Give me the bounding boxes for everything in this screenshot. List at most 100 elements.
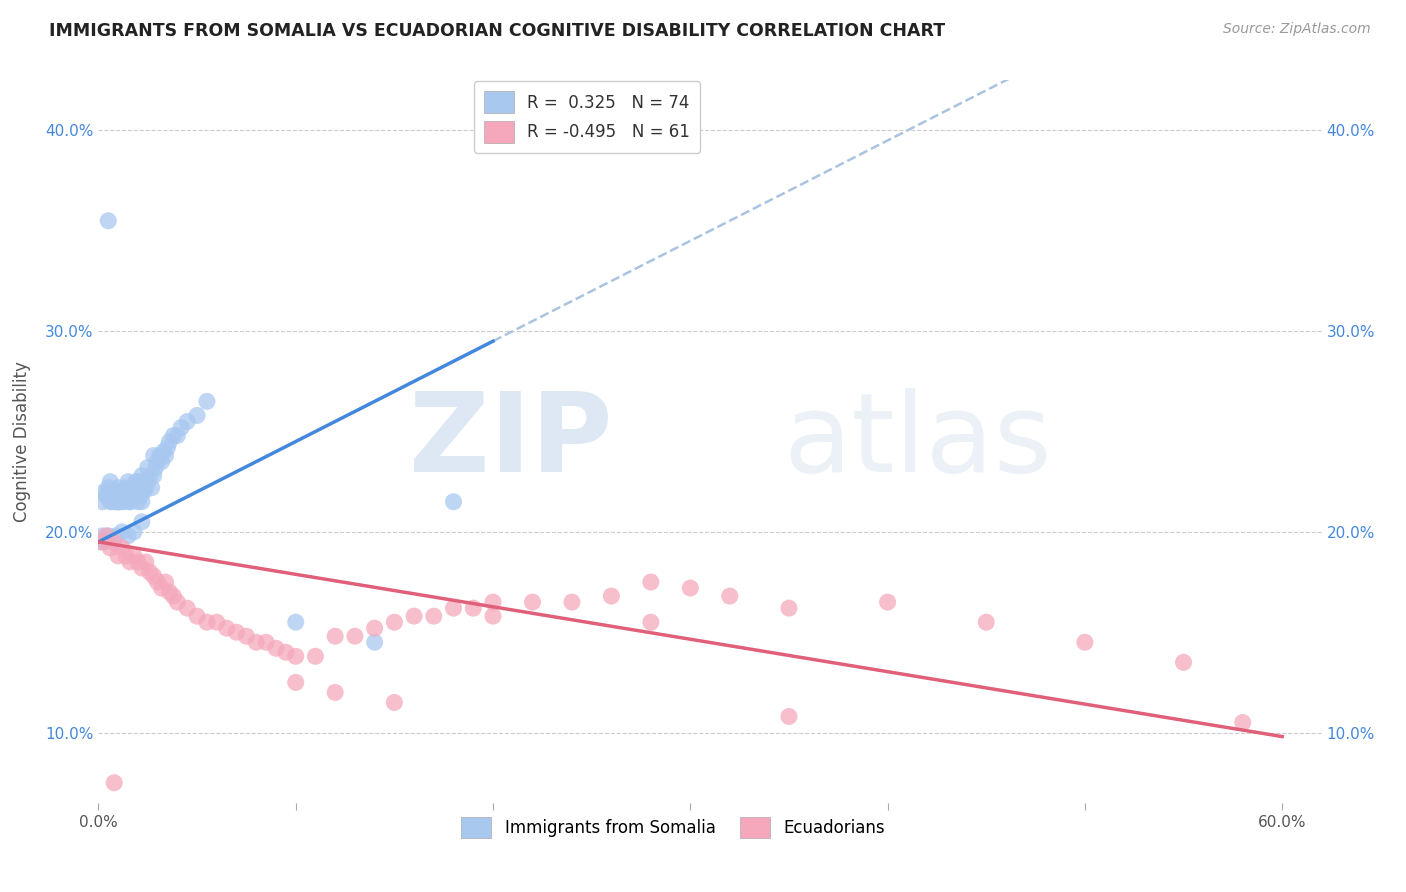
Point	[274, 645, 297, 659]
Point	[343, 629, 366, 643]
Point	[98, 494, 121, 508]
Point	[112, 489, 135, 503]
Point	[152, 444, 174, 458]
Point	[146, 575, 169, 590]
Point	[117, 475, 139, 489]
Point	[138, 468, 160, 483]
Point	[149, 449, 172, 463]
Point	[679, 581, 702, 595]
Point	[363, 635, 385, 649]
Point	[103, 484, 125, 499]
Point	[443, 494, 465, 508]
Point	[111, 484, 134, 499]
Point	[176, 601, 198, 615]
Point	[103, 776, 125, 790]
Point	[284, 615, 307, 630]
Point	[117, 489, 139, 503]
Point	[155, 449, 177, 463]
Point	[186, 609, 208, 624]
Point	[166, 428, 188, 442]
Point	[111, 489, 134, 503]
Point	[778, 601, 800, 615]
Point	[122, 481, 145, 495]
Point	[125, 475, 148, 489]
Point	[363, 621, 385, 635]
Point	[105, 529, 128, 543]
Point	[101, 489, 124, 503]
Point	[96, 529, 118, 543]
Point	[382, 696, 405, 710]
Point	[443, 601, 465, 615]
Point	[284, 649, 307, 664]
Point	[284, 675, 307, 690]
Point	[108, 494, 131, 508]
Text: Source: ZipAtlas.com: Source: ZipAtlas.com	[1223, 22, 1371, 37]
Point	[159, 434, 181, 449]
Y-axis label: Cognitive Disability: Cognitive Disability	[13, 361, 31, 522]
Text: ZIP: ZIP	[409, 388, 612, 495]
Point	[97, 529, 120, 543]
Point	[141, 481, 163, 495]
Point	[93, 484, 115, 499]
Point	[101, 494, 124, 508]
Point	[205, 615, 228, 630]
Point	[115, 549, 138, 563]
Point	[561, 595, 583, 609]
Point	[482, 595, 505, 609]
Point	[146, 455, 169, 469]
Point	[121, 484, 143, 499]
Point	[1173, 655, 1195, 669]
Point	[195, 615, 218, 630]
Point	[718, 589, 741, 603]
Point	[166, 595, 188, 609]
Point	[111, 524, 134, 539]
Point	[156, 441, 179, 455]
Point	[118, 494, 141, 508]
Point	[131, 468, 153, 483]
Point	[118, 555, 141, 569]
Point	[131, 494, 153, 508]
Point	[522, 595, 544, 609]
Point	[323, 629, 346, 643]
Point	[974, 615, 997, 630]
Point	[122, 524, 145, 539]
Point	[103, 484, 125, 499]
Point	[155, 575, 177, 590]
Point	[91, 529, 114, 543]
Point	[150, 581, 173, 595]
Point	[101, 534, 124, 549]
Point	[195, 394, 218, 409]
Point	[117, 529, 139, 543]
Point	[186, 409, 208, 423]
Point	[235, 629, 257, 643]
Text: IMMIGRANTS FROM SOMALIA VS ECUADORIAN COGNITIVE DISABILITY CORRELATION CHART: IMMIGRANTS FROM SOMALIA VS ECUADORIAN CO…	[49, 22, 945, 40]
Point	[150, 455, 173, 469]
Point	[117, 489, 139, 503]
Point	[107, 494, 129, 508]
Point	[107, 549, 129, 563]
Point	[1232, 715, 1254, 730]
Point	[89, 534, 111, 549]
Point	[463, 601, 485, 615]
Point	[482, 609, 505, 624]
Point	[112, 494, 135, 508]
Point	[128, 489, 150, 503]
Point	[136, 475, 159, 489]
Point	[127, 555, 149, 569]
Point	[97, 213, 120, 227]
Point	[159, 585, 181, 599]
Point	[142, 569, 165, 583]
Point	[132, 484, 155, 499]
Point	[640, 575, 662, 590]
Point	[107, 494, 129, 508]
Point	[118, 494, 141, 508]
Point	[127, 475, 149, 489]
Point	[640, 615, 662, 630]
Point	[131, 475, 153, 489]
Point	[404, 609, 426, 624]
Point	[136, 460, 159, 475]
Point	[91, 534, 114, 549]
Point	[162, 428, 184, 442]
Point	[423, 609, 446, 624]
Point	[131, 561, 153, 575]
